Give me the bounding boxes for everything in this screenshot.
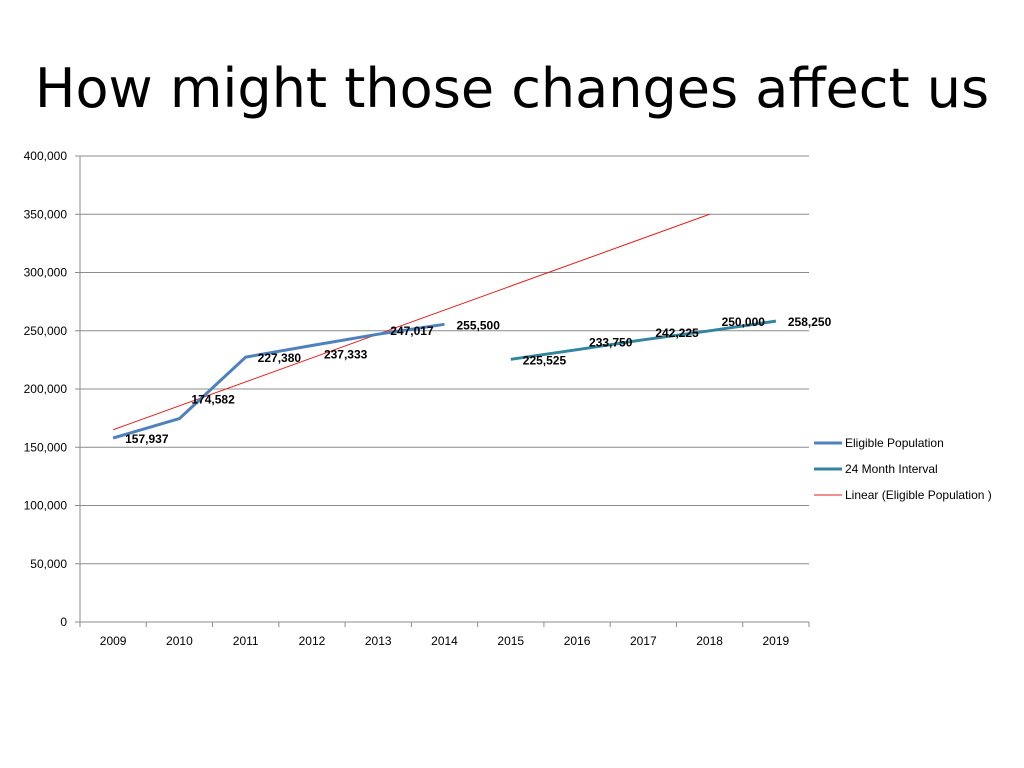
data-label: 227,380 [258, 351, 302, 365]
x-tick-label: 2013 [365, 634, 392, 648]
series-line-eligible-population [112, 322, 445, 440]
data-label: 255,500 [457, 318, 501, 332]
y-tick-label: 50,000 [30, 557, 67, 571]
x-tick-label: 2009 [100, 634, 127, 648]
data-label: 233,750 [589, 336, 633, 350]
series-line-24-month-interval [510, 319, 777, 361]
data-label: 225,525 [523, 353, 567, 367]
y-tick-label: 400,000 [24, 149, 68, 163]
axes: 0 50,000 100,000 150,000 200,000 250,000 300,0… [24, 149, 810, 648]
y-tick-label: 350,000 [24, 207, 68, 221]
x-tick-label: 2014 [431, 634, 458, 648]
x-tick-label: 2010 [166, 634, 193, 648]
y-tick-label: 300,000 [24, 266, 68, 280]
data-labels: 157,937 174,582 227,380 237,333 247,017 255,5… [125, 315, 831, 446]
y-tick-label: 150,000 [24, 440, 68, 454]
x-tick-label: 2011 [233, 634, 259, 648]
legend-label: Eligible Population [845, 436, 944, 450]
x-tick-label: 2017 [630, 634, 657, 648]
y-tick-label: 200,000 [24, 382, 68, 396]
legend-label: Linear (Eligible Population ) [845, 488, 992, 502]
data-label: 237,333 [324, 348, 368, 362]
legend: Eligible Population 24 Month Interval Line… [814, 436, 992, 502]
data-label: 250,000 [722, 315, 766, 329]
data-label: 174,582 [191, 393, 235, 407]
x-tick-label: 2018 [696, 634, 723, 648]
data-label: 247,017 [390, 324, 434, 338]
x-tick-label: 2015 [497, 634, 524, 648]
data-label: 258,250 [788, 315, 832, 329]
y-tick-label: 250,000 [24, 324, 68, 338]
legend-label: 24 Month Interval [845, 462, 938, 476]
y-tick-label: 100,000 [24, 499, 68, 513]
data-label: 157,937 [125, 432, 169, 446]
x-tick-label: 2012 [299, 634, 326, 648]
data-label: 242,225 [655, 326, 699, 340]
trendline-linear [112, 213, 710, 431]
x-tick-label: 2016 [564, 634, 591, 648]
series [112, 213, 777, 440]
slide-title: How might those changes affect us [34, 57, 990, 120]
y-tick-label: 0 [60, 615, 67, 629]
x-tick-label: 2019 [763, 634, 790, 648]
gridlines [80, 155, 809, 565]
